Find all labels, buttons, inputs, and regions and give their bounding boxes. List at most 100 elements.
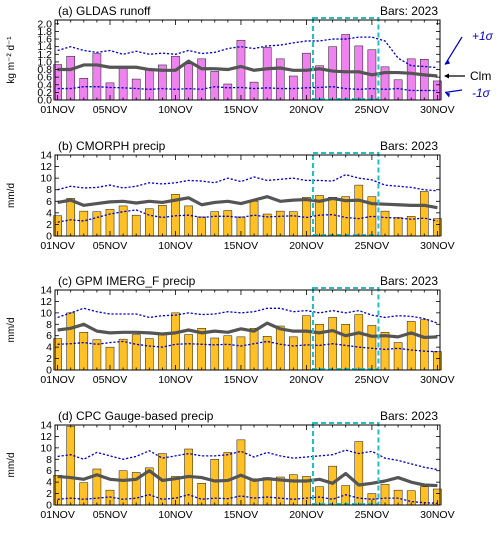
y-tick-label: 1.2 bbox=[37, 49, 52, 61]
minus-sigma-line bbox=[57, 86, 438, 92]
panel-title: (a) GLDAS runoff bbox=[58, 4, 151, 18]
bar bbox=[184, 205, 193, 237]
bar bbox=[328, 46, 337, 101]
clm-line bbox=[57, 195, 438, 210]
bar bbox=[275, 58, 285, 101]
bar bbox=[236, 439, 246, 506]
x-tick-label: 15NOV bbox=[224, 374, 258, 386]
clm-line bbox=[57, 59, 438, 78]
bar bbox=[249, 81, 259, 101]
bar bbox=[328, 197, 337, 237]
x-tick-label: 05NOV bbox=[93, 104, 127, 116]
bar bbox=[145, 70, 154, 101]
plot-frame bbox=[54, 289, 441, 371]
bar bbox=[66, 425, 75, 506]
bar bbox=[354, 441, 364, 506]
y-tick-label: 10 bbox=[40, 307, 52, 319]
bar bbox=[79, 78, 89, 101]
bar bbox=[210, 337, 220, 371]
panel-title: (b) CMORPH precip bbox=[58, 139, 166, 153]
y-tick-label: 1.4 bbox=[37, 41, 52, 53]
bar bbox=[197, 216, 206, 237]
bar bbox=[79, 210, 89, 237]
bar bbox=[171, 55, 180, 101]
bar bbox=[420, 191, 429, 237]
plus-sigma-line bbox=[57, 36, 438, 69]
y-tick-label: 1.6 bbox=[37, 34, 52, 46]
bar bbox=[275, 325, 285, 371]
y-tick-label: 8 bbox=[46, 319, 52, 331]
bar bbox=[249, 478, 259, 506]
y-tick-label: 14 bbox=[40, 285, 52, 297]
y-tick-label: 12 bbox=[40, 296, 52, 308]
plus-sigma-line bbox=[57, 449, 438, 471]
plot-frame bbox=[54, 424, 441, 506]
x-tick-label: 05NOV bbox=[93, 240, 127, 252]
legend-clm: Clm bbox=[470, 69, 491, 83]
y-tick-label: 0 bbox=[46, 500, 52, 512]
bar bbox=[131, 78, 141, 101]
bar bbox=[145, 338, 154, 371]
clm-line bbox=[57, 321, 438, 340]
bar bbox=[354, 184, 364, 237]
y-tick-label: 2 bbox=[46, 488, 52, 500]
y-tick-label: 14 bbox=[40, 150, 52, 162]
bar bbox=[118, 68, 128, 101]
y-tick-label: 4 bbox=[46, 207, 52, 219]
y-tick-label: 4 bbox=[46, 477, 52, 489]
y-tick-label: 8 bbox=[46, 454, 52, 466]
bar bbox=[131, 214, 141, 237]
x-tick-label: 20NOV bbox=[289, 240, 323, 252]
bars-year-label: Bars: 2023 bbox=[380, 274, 438, 288]
x-tick-label: 25NOV bbox=[355, 374, 389, 386]
y-axis-label: mm/d bbox=[6, 183, 17, 208]
bar bbox=[66, 312, 75, 371]
legend-minus-sigma: -1σ bbox=[472, 86, 491, 100]
legend-arrowhead bbox=[445, 59, 450, 65]
bar bbox=[393, 79, 403, 101]
y-tick-label: 6 bbox=[46, 196, 52, 208]
x-tick-label: 05NOV bbox=[93, 374, 127, 386]
y-tick-label: 10 bbox=[40, 442, 52, 454]
y-tick-label: 12 bbox=[40, 161, 52, 173]
x-tick-label: 30NOV bbox=[420, 240, 454, 252]
bar bbox=[197, 58, 206, 101]
y-axis-label: mm/d bbox=[6, 453, 17, 478]
x-tick-label: 15NOV bbox=[224, 240, 258, 252]
y-tick-label: 8 bbox=[46, 184, 52, 196]
panel-a: 0.00.20.40.60.81.01.21.41.61.82.0 01NOV 05… bbox=[6, 4, 494, 116]
panel-title: (d) CPC Gauge-based precip bbox=[58, 409, 214, 423]
bar bbox=[406, 321, 416, 371]
bar bbox=[275, 210, 285, 237]
clm-line bbox=[57, 469, 438, 488]
y-tick-label: 14 bbox=[40, 420, 52, 432]
y-tick-label: 0 bbox=[46, 231, 52, 243]
x-tick-label: 01NOV bbox=[40, 374, 74, 386]
bar bbox=[92, 211, 102, 237]
bar bbox=[393, 342, 403, 371]
bar bbox=[341, 324, 350, 371]
panel-title: (c) GPM IMERG_F precip bbox=[58, 274, 196, 288]
y-tick-label: 10 bbox=[40, 173, 52, 185]
legend-arrowhead bbox=[444, 73, 449, 79]
y-tick-label: 6 bbox=[46, 330, 52, 342]
bar bbox=[79, 332, 89, 371]
x-tick-label: 20NOV bbox=[289, 509, 323, 521]
minus-sigma-line bbox=[57, 494, 438, 504]
x-tick-label: 15NOV bbox=[224, 104, 258, 116]
bar bbox=[184, 63, 193, 101]
x-tick-label: 10NOV bbox=[158, 240, 192, 252]
y-tick-label: 0.8 bbox=[37, 64, 52, 76]
x-tick-label: 10NOV bbox=[158, 374, 192, 386]
y-tick-label: 12 bbox=[40, 431, 52, 443]
bar bbox=[262, 47, 272, 101]
x-tick-label: 10NOV bbox=[158, 509, 192, 521]
x-tick-label: 30NOV bbox=[420, 374, 454, 386]
plot-frame bbox=[54, 19, 441, 101]
bar bbox=[302, 315, 311, 371]
y-axis-label: kg m⁻² d⁻¹ bbox=[6, 36, 17, 84]
bar bbox=[289, 336, 298, 371]
